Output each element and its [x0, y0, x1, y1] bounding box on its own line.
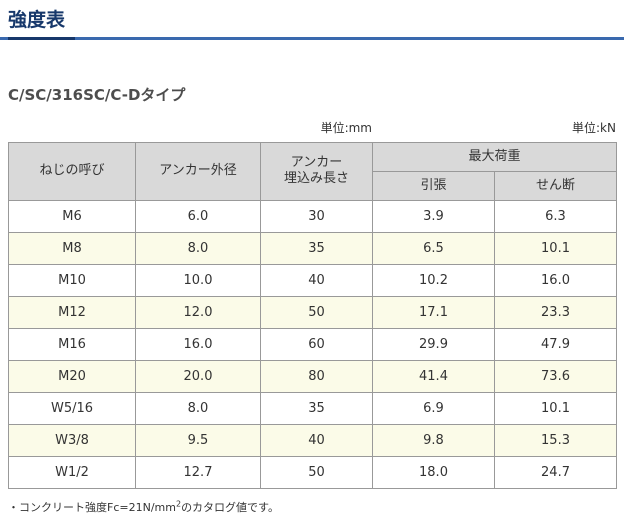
cell-shear: 10.1	[493, 391, 618, 425]
cell-tension: 29.9	[372, 327, 495, 361]
cell-tension: 6.9	[372, 391, 495, 425]
table-row-m6: M6 6.0 30 3.9 6.3	[8, 199, 618, 233]
cell-screw: M8	[8, 231, 136, 265]
cell-screw: M6	[8, 199, 136, 233]
cell-screw: W3/8	[8, 423, 136, 457]
cell-screw: M20	[8, 359, 136, 393]
unit-label-mm: 単位:mm	[320, 120, 372, 135]
cell-embed: 50	[260, 295, 373, 329]
unit-label-kn: 単位:kN	[572, 120, 616, 135]
cell-screw: M16	[8, 327, 136, 361]
cell-shear: 15.3	[493, 423, 618, 457]
cell-tension: 18.0	[372, 455, 495, 489]
footnote-text-end: のカタログ値です。	[181, 500, 279, 514]
cell-od: 10.0	[135, 263, 261, 297]
cell-od: 6.0	[135, 199, 261, 233]
cell-od: 8.0	[135, 231, 261, 265]
cell-tension: 9.8	[372, 423, 495, 457]
header-row-1: ねじの呼び アンカー外径 アンカー 埋込み長さ 最大荷重	[8, 141, 618, 201]
cell-tension: 17.1	[372, 295, 495, 329]
table-row-m12: M12 12.0 50 17.1 23.3	[8, 295, 618, 329]
section-subtitle: C/SC/316SC/C-Dタイプ	[8, 85, 186, 104]
table-row-m16: M16 16.0 60 29.9 47.9	[8, 327, 618, 361]
header-embed-length-line2: 埋込み長さ	[283, 171, 349, 187]
footnote-text-start: ・コンクリート強度Fc=21N/mm	[8, 500, 176, 514]
header-embed-length: アンカー 埋込み長さ	[260, 141, 373, 201]
table-row-w12: W1/2 12.7 50 18.0 24.7	[8, 455, 618, 489]
cell-embed: 35	[260, 231, 373, 265]
cell-shear: 10.1	[493, 231, 618, 265]
cell-screw: W1/2	[8, 455, 136, 489]
cell-shear: 73.6	[493, 359, 618, 393]
table-row-m20: M20 20.0 80 41.4 73.6	[8, 359, 618, 393]
cell-od: 20.0	[135, 359, 261, 393]
cell-shear: 6.3	[493, 199, 618, 233]
cell-embed: 40	[260, 263, 373, 297]
header-shear: せん断	[493, 170, 618, 201]
cell-embed: 35	[260, 391, 373, 425]
cell-screw: W5/16	[8, 391, 136, 425]
footnote-superscript: 2	[175, 499, 182, 509]
cell-embed: 60	[260, 327, 373, 361]
cell-shear: 24.7	[493, 455, 618, 489]
cell-screw: M12	[8, 295, 136, 329]
header-embed-length-line1: アンカー	[290, 155, 343, 171]
cell-shear: 16.0	[493, 263, 618, 297]
cell-tension: 10.2	[372, 263, 495, 297]
header-max-load: 最大荷重	[371, 141, 618, 172]
strength-table-body: M6 6.0 30 3.9 6.3 M8 8.0 35 6.5 10.1 M10…	[8, 199, 618, 489]
cell-shear: 47.9	[493, 327, 618, 361]
footnote: ・コンクリート強度Fc=21N/mm2のカタログ値です。	[8, 499, 624, 515]
cell-screw: M10	[8, 263, 136, 297]
header-tension: 引張	[372, 170, 495, 201]
header-anchor-od: アンカー外径	[135, 141, 261, 201]
cell-od: 12.0	[135, 295, 261, 329]
units-row: 単位:mm 単位:kN	[8, 119, 616, 137]
header-screw-size: ねじの呼び	[8, 141, 136, 201]
table-row-w38: W3/8 9.5 40 9.8 15.3	[8, 423, 618, 457]
strength-table-header: ねじの呼び アンカー外径 アンカー 埋込み長さ 最大荷重 引張 せん断	[8, 141, 618, 201]
table-row-m8: M8 8.0 35 6.5 10.1	[8, 231, 618, 265]
page-header: 強度表	[0, 0, 624, 40]
header-row-2: 引張 せん断	[9, 170, 618, 201]
cell-tension: 41.4	[372, 359, 495, 393]
cell-od: 9.5	[135, 423, 261, 457]
cell-embed: 30	[260, 199, 373, 233]
cell-tension: 3.9	[372, 199, 495, 233]
cell-od: 12.7	[135, 455, 261, 489]
cell-shear: 23.3	[493, 295, 618, 329]
table-row-m10: M10 10.0 40 10.2 16.0	[8, 263, 618, 297]
cell-embed: 40	[260, 423, 373, 457]
cell-embed: 50	[260, 455, 373, 489]
page-title: 強度表	[8, 9, 76, 40]
table-row-w516: W5/16 8.0 35 6.9 10.1	[8, 391, 618, 425]
cell-od: 8.0	[135, 391, 261, 425]
strength-table: ねじの呼び アンカー外径 アンカー 埋込み長さ 最大荷重 引張 せん断 M6 6…	[8, 141, 618, 489]
cell-tension: 6.5	[372, 231, 495, 265]
cell-od: 16.0	[135, 327, 261, 361]
cell-embed: 80	[260, 359, 373, 393]
